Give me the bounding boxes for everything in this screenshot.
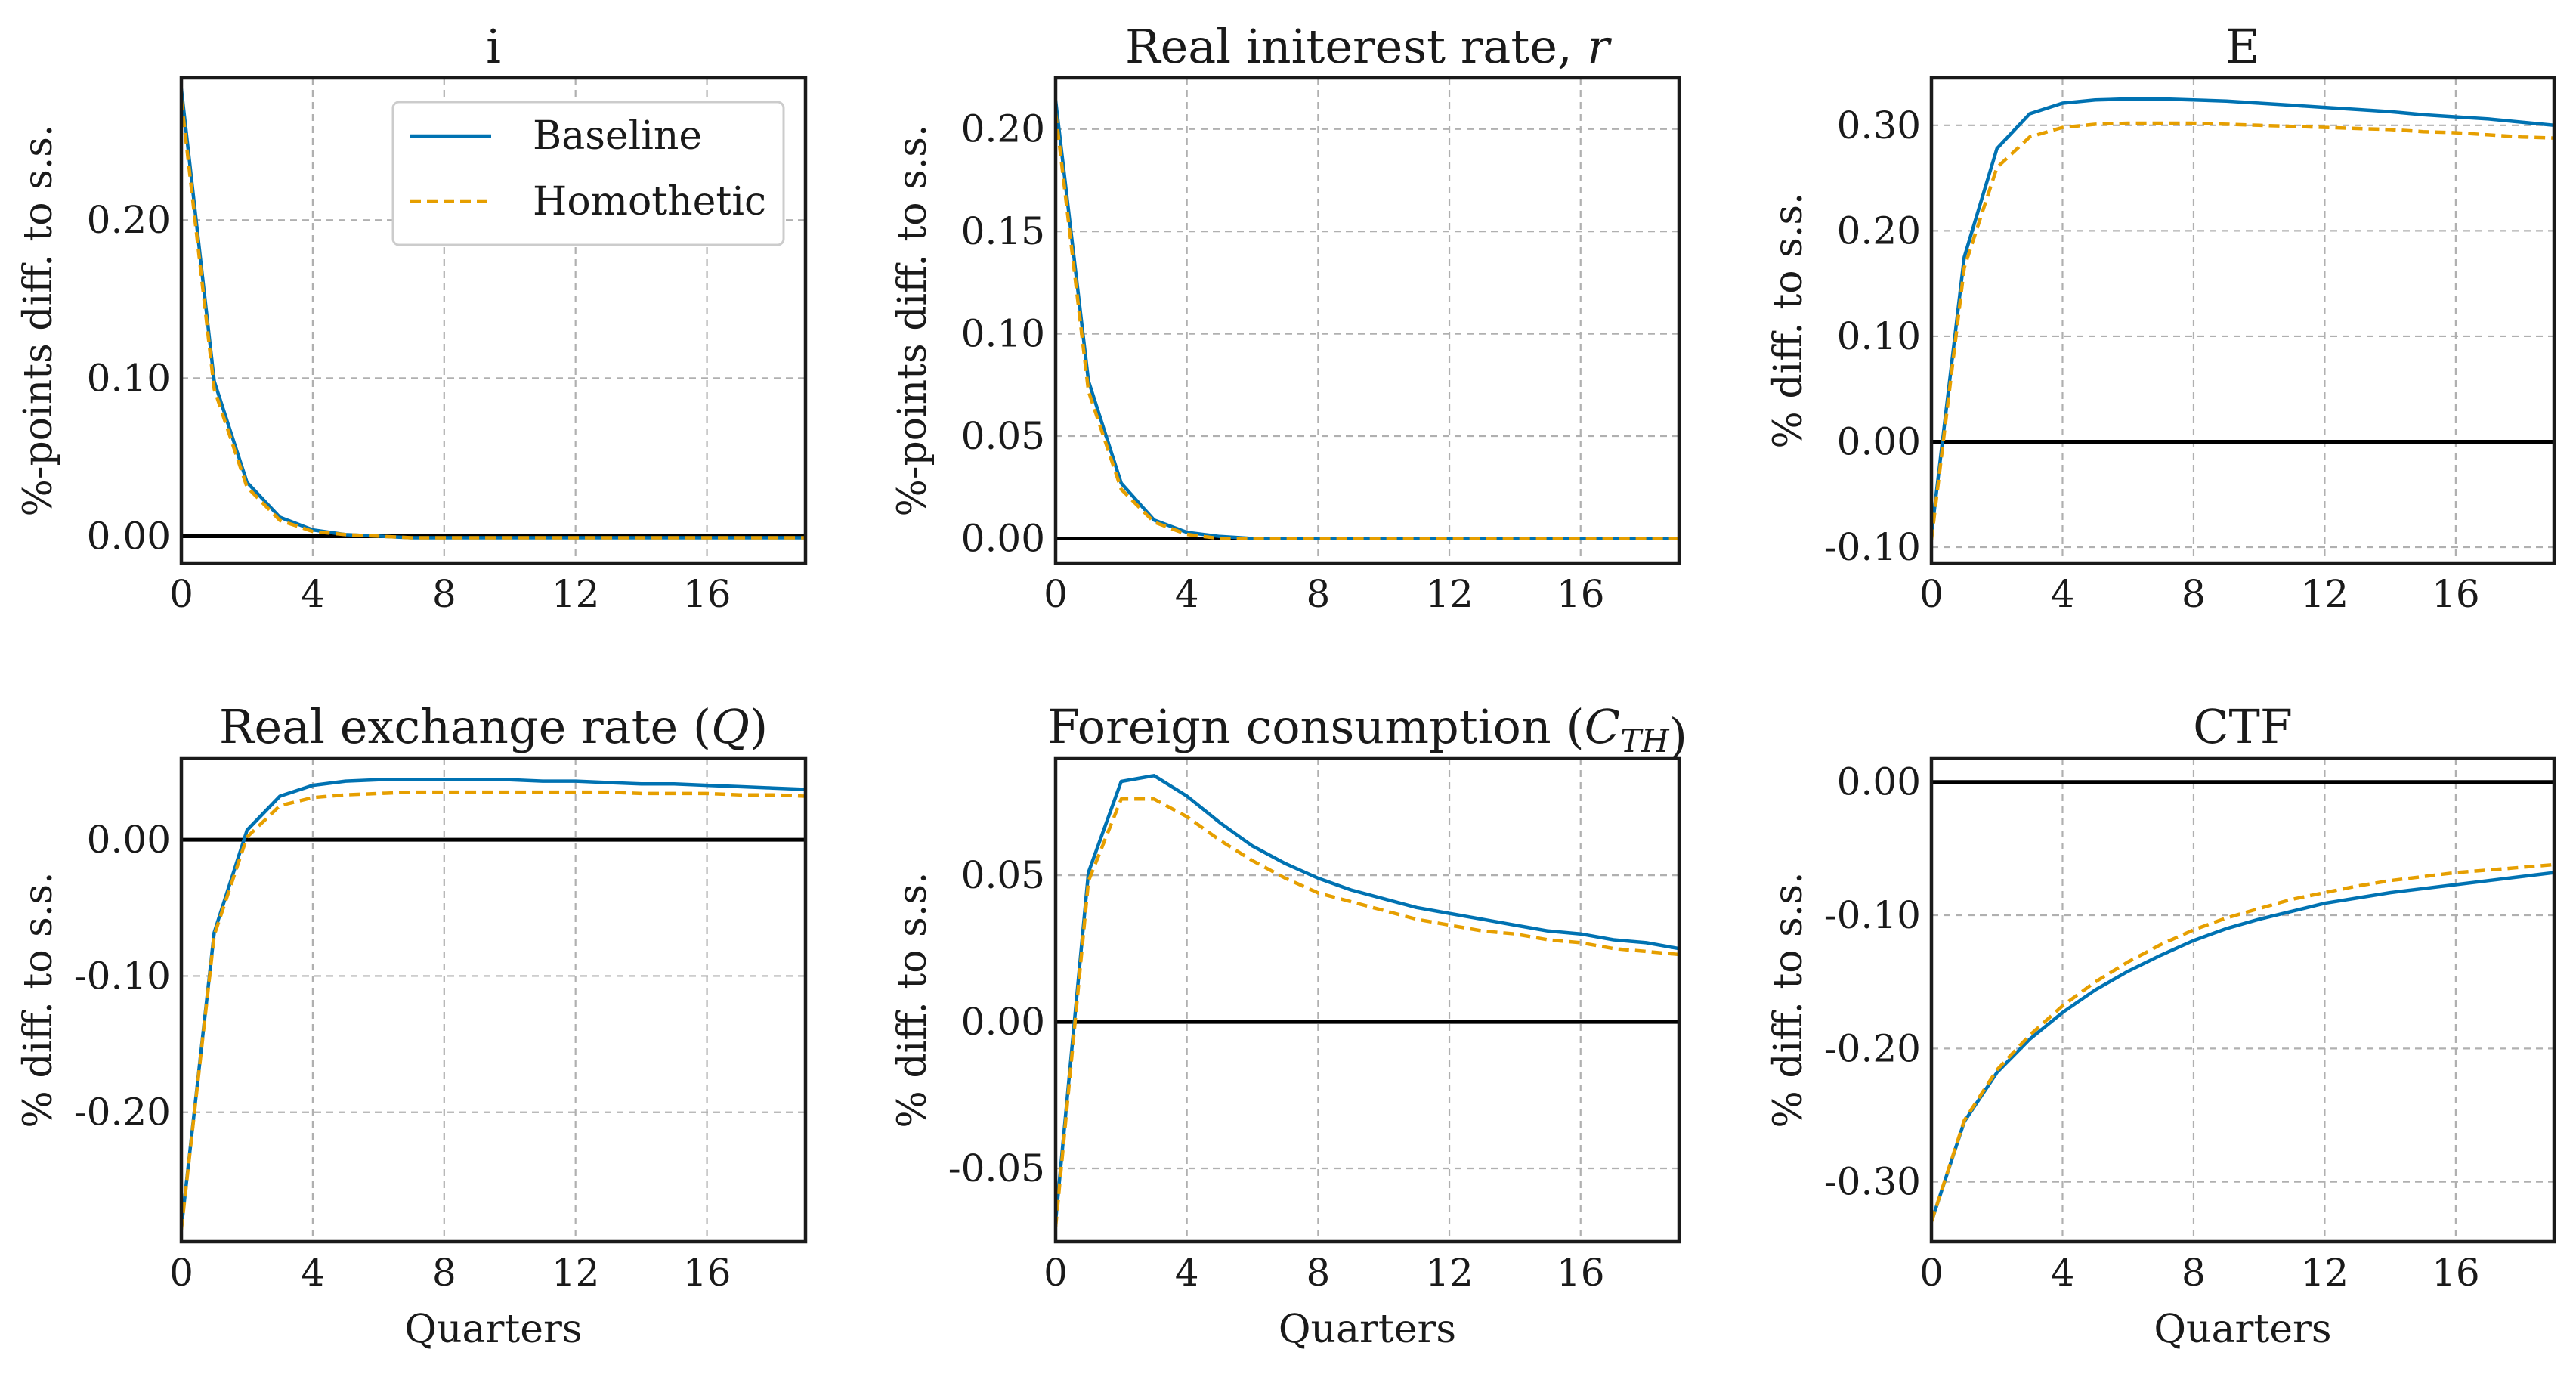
y-tick-label: -0.20 bbox=[1824, 1026, 1921, 1070]
x-tick-label: 0 bbox=[1044, 1251, 1068, 1295]
panel-2: 0 4 8 12 16 0.00 0.05 0.10 0.15 0.20 Real initeres… bbox=[890, 19, 1681, 616]
panel-title: Real exchange rate (Q) bbox=[219, 699, 768, 754]
y-tick-label: 0.00 bbox=[1837, 760, 1921, 804]
x-tick-label: 0 bbox=[1919, 1251, 1944, 1295]
x-tick-label: 12 bbox=[552, 1251, 600, 1295]
x-tick-label: 0 bbox=[1919, 572, 1944, 616]
panel-5: 0 4 8 12 16 -0.05 0.00 0.05 Foreign consumption … bbox=[890, 699, 1687, 1352]
x-tick-label: 0 bbox=[169, 1251, 193, 1295]
series-line-baseline bbox=[1056, 774, 1679, 1222]
y-tick-label: 0.00 bbox=[87, 818, 171, 862]
x-tick-label: 16 bbox=[1557, 1251, 1605, 1295]
legend: Baseline Homothetic bbox=[391, 101, 785, 246]
x-tick-label: 8 bbox=[432, 1251, 456, 1295]
panel-title: Foreign consumption (CTH) bbox=[1047, 699, 1687, 763]
x-tick-label: 16 bbox=[2432, 1251, 2480, 1295]
x-tick-label: 16 bbox=[2432, 572, 2480, 616]
y-tick-label: 0.10 bbox=[87, 356, 171, 400]
x-tick-label: 8 bbox=[432, 572, 456, 616]
x-tick-label: 8 bbox=[1306, 1251, 1330, 1295]
x-tick-label: 8 bbox=[2182, 1251, 2206, 1295]
y-tick-label: -0.20 bbox=[74, 1091, 171, 1134]
y-tick-label: 0.10 bbox=[1837, 314, 1921, 358]
x-tick-label: 4 bbox=[2051, 1251, 2075, 1295]
x-tick-label: 16 bbox=[1557, 572, 1605, 616]
y-tick-label: 0.20 bbox=[1837, 209, 1921, 252]
x-tick-label: 0 bbox=[1044, 572, 1068, 616]
series-line-baseline bbox=[181, 778, 806, 1229]
x-tick-label: 16 bbox=[683, 1251, 731, 1295]
panel-title: Real initerest rate, r bbox=[1125, 19, 1612, 74]
y-tick-label: -0.10 bbox=[1824, 525, 1921, 569]
x-axis-label: Quarters bbox=[2154, 1307, 2331, 1352]
series-line-homothetic bbox=[1056, 112, 1679, 540]
x-tick-label: 0 bbox=[169, 572, 193, 616]
y-tick-label: 0.00 bbox=[961, 516, 1045, 560]
y-axis-label: % diff. to s.s. bbox=[1766, 871, 1811, 1128]
axes-frame bbox=[1053, 756, 1681, 1244]
x-tick-label: 4 bbox=[2051, 572, 2075, 616]
x-tick-label: 12 bbox=[2301, 572, 2349, 616]
y-tick-label: -0.10 bbox=[74, 954, 171, 998]
axes-frame bbox=[1053, 76, 1681, 565]
series-line-homothetic bbox=[181, 100, 806, 540]
x-tick-label: 12 bbox=[552, 572, 600, 616]
x-tick-label: 12 bbox=[2301, 1251, 2349, 1295]
panel-title: E bbox=[2225, 19, 2259, 74]
panel-1: 0 4 8 12 16 0.00 0.10 0.20 i %-points diff. to s.… bbox=[16, 19, 808, 616]
panel-title: i bbox=[486, 19, 501, 74]
y-tick-label: -0.10 bbox=[1824, 893, 1921, 937]
y-tick-label: 0.05 bbox=[961, 414, 1045, 458]
x-tick-label: 4 bbox=[301, 572, 325, 616]
y-tick-label: 0.05 bbox=[961, 853, 1045, 897]
y-tick-label: -0.30 bbox=[1824, 1160, 1921, 1204]
panel-3: 0 4 8 12 16 -0.10 0.00 0.10 0.20 0.30 E % diff. to … bbox=[1766, 19, 2556, 616]
series-line-baseline bbox=[1931, 97, 2554, 535]
y-tick-label: 0.15 bbox=[961, 209, 1045, 253]
x-tick-label: 4 bbox=[1175, 572, 1199, 616]
x-tick-label: 8 bbox=[2182, 572, 2206, 616]
legend-label-homothetic: Homothetic bbox=[533, 179, 766, 224]
axes-frame bbox=[1929, 756, 2556, 1244]
y-tick-label: 0.00 bbox=[961, 1000, 1045, 1044]
y-tick-label: 0.10 bbox=[961, 312, 1045, 356]
y-tick-label: 0.00 bbox=[87, 514, 171, 558]
series-line-baseline bbox=[1056, 100, 1679, 540]
axes-frame bbox=[179, 76, 808, 565]
y-tick-label: -0.05 bbox=[948, 1146, 1045, 1190]
series-line-baseline bbox=[1931, 871, 2554, 1223]
y-tick-label: 0.00 bbox=[1837, 420, 1921, 464]
y-tick-label: 0.20 bbox=[961, 107, 1045, 151]
x-tick-label: 12 bbox=[1425, 1251, 1474, 1295]
y-axis-label: % diff. to s.s. bbox=[1766, 192, 1811, 448]
series-line-homothetic bbox=[1931, 862, 2554, 1223]
x-axis-label: Quarters bbox=[404, 1307, 582, 1352]
panel-4: 0 4 8 12 16 -0.20 -0.10 0.00 Real exchange rate … bbox=[16, 699, 808, 1352]
panel-6: 0 4 8 12 16 -0.30 -0.20 -0.10 0.00 CTF % diff. to … bbox=[1766, 699, 2556, 1352]
axes-frame bbox=[179, 756, 808, 1244]
x-tick-label: 4 bbox=[1175, 1251, 1199, 1295]
x-tick-label: 16 bbox=[683, 572, 731, 616]
series-line-homothetic bbox=[1931, 121, 2554, 540]
y-axis-label: %-points diff. to s.s. bbox=[16, 124, 61, 516]
y-axis-label: % diff. to s.s. bbox=[890, 871, 935, 1128]
x-tick-label: 8 bbox=[1306, 572, 1330, 616]
y-axis-label: %-points diff. to s.s. bbox=[890, 124, 935, 516]
series-line-homothetic bbox=[181, 790, 806, 1230]
panel-title: CTF bbox=[2193, 699, 2293, 754]
axes-frame bbox=[1929, 76, 2556, 565]
y-axis-label: % diff. to s.s. bbox=[16, 871, 61, 1128]
y-tick-label: 0.30 bbox=[1837, 104, 1921, 147]
legend-label-baseline: Baseline bbox=[533, 113, 702, 159]
x-tick-label: 12 bbox=[1425, 572, 1474, 616]
x-axis-label: Quarters bbox=[1279, 1307, 1456, 1352]
x-tick-label: 4 bbox=[301, 1251, 325, 1295]
series-line-homothetic bbox=[1056, 797, 1679, 1227]
y-tick-label: 0.20 bbox=[87, 198, 171, 242]
